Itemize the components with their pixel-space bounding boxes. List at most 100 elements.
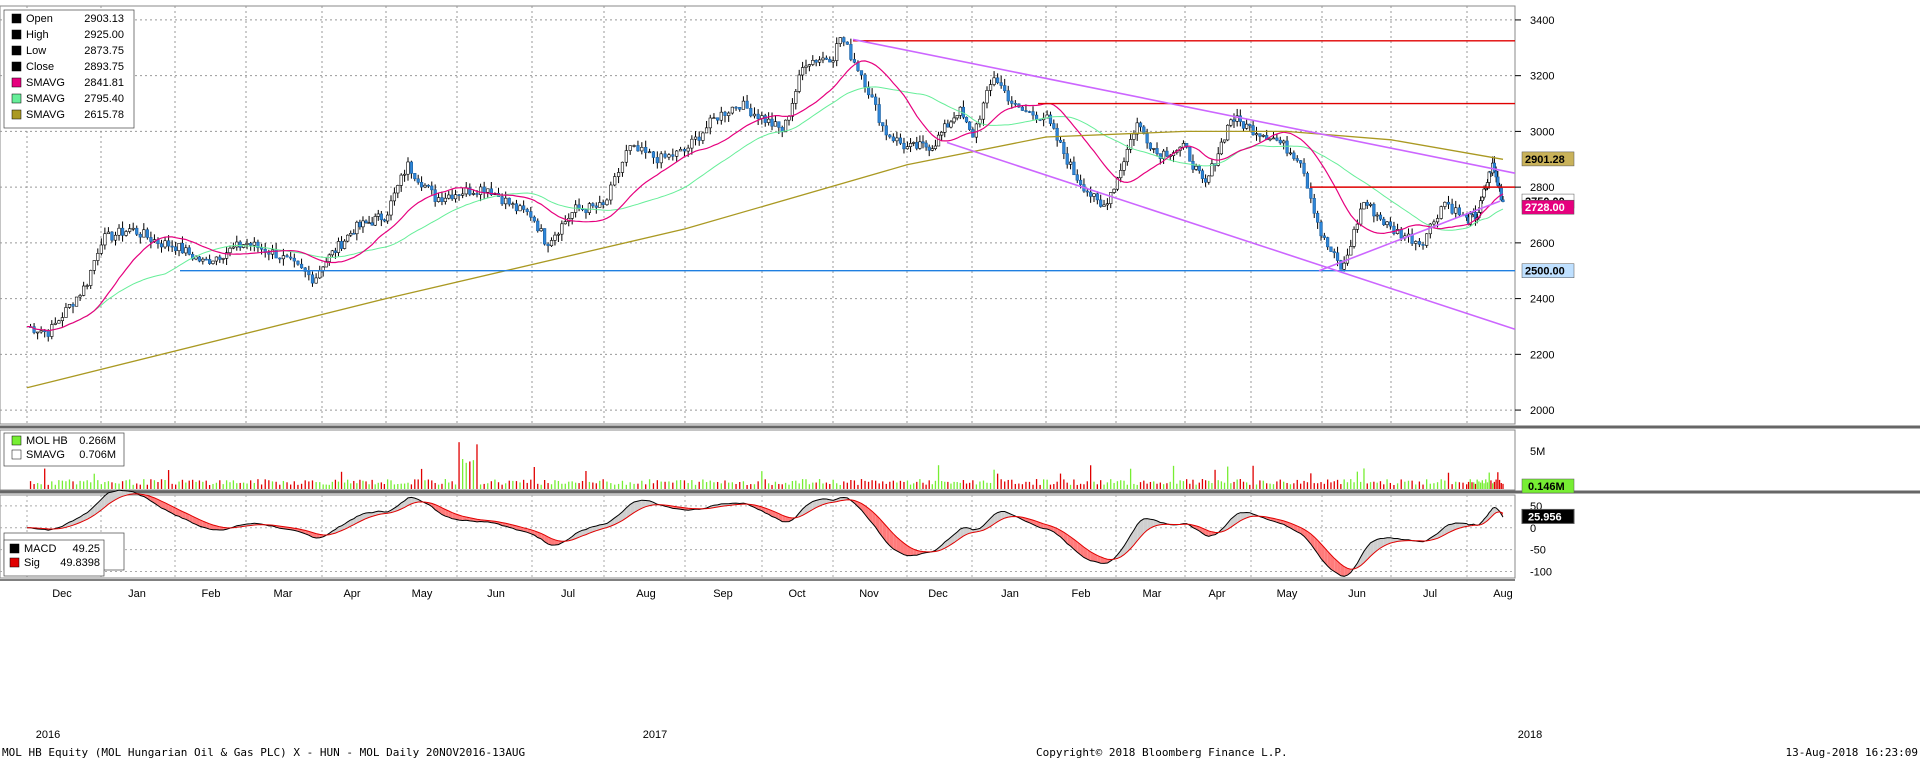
candle-down [340,241,343,248]
candle-up [788,116,791,120]
legend-swatch [12,94,21,103]
macd-legend-label: MACD [24,543,56,555]
candle-up [713,118,716,119]
candle-down [536,221,539,231]
candle-down [293,258,296,261]
candle-up [909,143,912,146]
x-month-label: Dec [928,588,948,600]
candle-down [1063,142,1066,153]
candle-up [668,155,671,157]
candle-up [403,174,406,175]
candle-up [271,250,274,254]
candle-up [694,137,697,139]
candle-down [846,42,849,44]
candle-up [1119,170,1122,177]
candle-up [1376,215,1379,216]
candle-down [1096,194,1099,200]
candle-up [956,115,959,118]
candle-up [1262,135,1265,136]
candle-up [564,222,567,224]
candle-down [150,237,153,241]
candle-up [178,243,181,250]
candle-down [1313,198,1316,213]
candle-up [709,118,712,128]
x-month-label: Nov [859,588,879,600]
candle-up [202,259,205,261]
candle-up [1479,201,1482,213]
candle-up [104,234,107,245]
candle-up [805,66,808,67]
legend-label: Close [26,61,54,73]
candle-up [1123,162,1126,171]
candle-up [215,257,218,261]
candle-up [731,107,734,113]
legend-value: 2795.40 [84,93,124,105]
candle-up [621,162,624,172]
legend-label: SMAVG [26,77,65,89]
candle-up [629,146,632,151]
candle-down [1089,192,1092,196]
legend-label: SMAVG [26,93,65,105]
candle-up [125,232,128,236]
footer-left: MOL HB Equity (MOL Hungarian Oil & Gas P… [2,746,525,759]
candle-up [1230,120,1233,125]
candle-up [950,122,953,127]
candle-down [476,193,479,194]
candle-up [368,223,371,224]
candle-down [1373,204,1376,216]
candle-down [1389,222,1392,226]
candle-down [947,124,950,127]
x-month-label: Jul [561,588,575,600]
candle-up [986,90,989,103]
candle-down [656,157,659,162]
candle-up [919,142,922,149]
candle-down [1336,253,1339,261]
candle-up [839,38,842,44]
candle-up [1349,246,1352,255]
price-tick-label: 2000 [1530,405,1554,417]
candle-up [444,198,447,201]
price-tick-label: 2600 [1530,238,1554,250]
candle-up [1343,263,1346,269]
candle-up [282,256,285,259]
candle-up [1133,134,1136,139]
x-month-label: Jun [1348,588,1366,600]
candle-down [1149,143,1152,149]
candle-down [1198,166,1201,171]
candle-down [922,142,925,143]
candle-up [540,229,543,231]
volume-tick-label: 5M [1530,446,1545,458]
candle-down [278,258,281,259]
candle-down [996,78,999,83]
candle-down [297,261,300,264]
right-value-text: 2728.00 [1525,202,1565,214]
candle-down [530,212,533,217]
macd-legend-label: Sig [24,557,40,569]
candle-up [1126,149,1129,161]
candle-down [749,108,752,116]
candle-down [595,206,598,207]
candle-up [461,194,464,195]
legend-value: 2615.78 [84,109,124,121]
candle-up [1282,141,1285,143]
candle-down [860,71,863,75]
candle-down [664,154,667,157]
candle-down [420,182,423,187]
candle-up [675,151,678,156]
candle-up [472,193,475,194]
candle-down [1393,226,1396,233]
candle-down [771,119,774,126]
macd-value-text: 25.956 [1528,511,1562,523]
candle-down [380,214,383,220]
candle-down [434,190,437,202]
candle-up [519,206,522,211]
candle-down [1003,86,1006,91]
x-month-label: Aug [1493,588,1513,600]
legend-swatch [12,30,21,39]
candle-down [1025,110,1028,111]
candle-up [40,331,43,332]
candle-up [641,147,644,151]
candle-up [896,138,899,141]
candle-down [371,223,374,226]
candle-up [356,222,359,234]
